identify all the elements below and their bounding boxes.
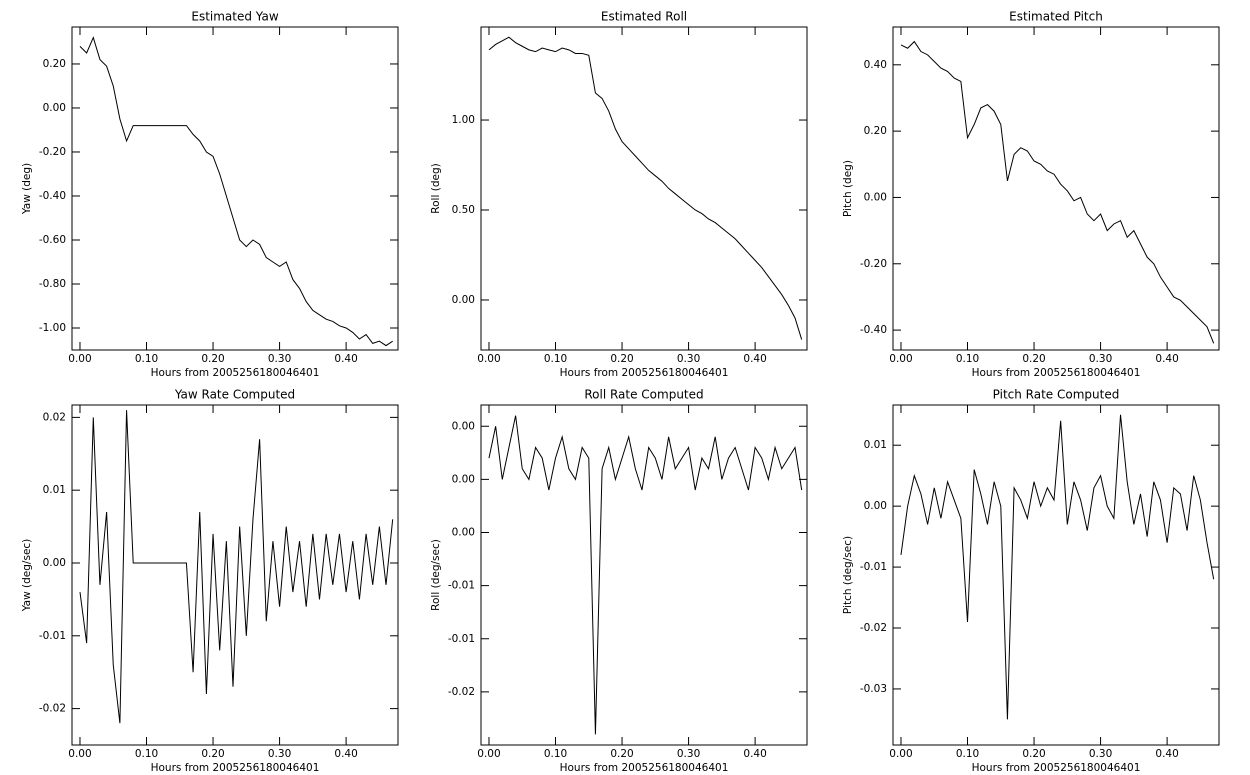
- x-axis-title: Hours from 2005256180046401: [151, 367, 320, 379]
- y-tick-label: 0.40: [864, 59, 887, 71]
- x-tick-label: 0.10: [956, 353, 979, 365]
- chart-title: Pitch Rate Computed: [993, 388, 1120, 402]
- x-tick-label: 0.40: [1155, 748, 1178, 760]
- y-tick-label: 0.01: [43, 484, 66, 496]
- x-tick-label: 0.20: [201, 748, 224, 760]
- y-tick-label: 0.00: [864, 500, 887, 512]
- y-tick-label: -0.40: [39, 190, 66, 202]
- x-axis-title: Hours from 2005256180046401: [972, 367, 1141, 379]
- x-tick-label: 0.10: [544, 353, 567, 365]
- x-axis-title: Hours from 2005256180046401: [560, 762, 729, 774]
- data-line: [79, 36, 393, 347]
- y-tick-label: -0.01: [860, 561, 887, 573]
- x-tick-label: 0.00: [889, 748, 912, 760]
- y-tick-label: -0.01: [39, 630, 66, 642]
- y-tick-label: 0.00: [864, 191, 887, 203]
- x-tick-label: 0.00: [68, 353, 91, 365]
- x-tick-label: 0.00: [889, 353, 912, 365]
- y-tick-label: -0.01: [448, 633, 475, 645]
- x-tick-label: 0.30: [268, 748, 291, 760]
- y-tick-label: -0.02: [39, 703, 66, 715]
- y-tick-label: -0.03: [860, 683, 887, 695]
- x-tick-label: 0.20: [610, 748, 633, 760]
- plot-frame: [71, 404, 399, 746]
- panel: Estimated Yaw Hours from 2005256180046401…: [21, 10, 399, 379]
- x-tick-label: 0.40: [334, 353, 357, 365]
- chart-title: Estimated Yaw: [191, 10, 278, 24]
- y-tick-label: -0.40: [860, 324, 887, 336]
- y-tick-label: 0.00: [452, 527, 475, 539]
- plot-frame: [480, 26, 808, 351]
- x-tick-label: 0.30: [677, 353, 700, 365]
- plot-frame: [480, 404, 808, 746]
- x-tick-label: 0.00: [477, 353, 500, 365]
- x-tick-label: 0.10: [135, 353, 158, 365]
- y-tick-label: -0.02: [448, 686, 475, 698]
- chart-title: Yaw Rate Computed: [174, 388, 295, 402]
- x-tick-label: 0.20: [201, 353, 224, 365]
- y-axis-title: Pitch (deg): [842, 160, 854, 217]
- x-axis-title: Hours from 2005256180046401: [151, 762, 320, 774]
- y-tick-label: -0.20: [39, 146, 66, 158]
- y-tick-label: -0.60: [39, 234, 66, 246]
- x-tick-label: 0.00: [68, 748, 91, 760]
- y-axis-title: Yaw (deg): [21, 163, 33, 215]
- chart-title: Roll Rate Computed: [584, 388, 703, 402]
- plot-frame: [892, 404, 1220, 746]
- data-line: [900, 414, 1215, 720]
- panel: Estimated Pitch Hours from 20052561800464…: [842, 10, 1220, 379]
- x-tick-label: 0.20: [1022, 353, 1045, 365]
- chart-title: Estimated Roll: [601, 10, 687, 24]
- y-tick-label: -0.01: [448, 580, 475, 592]
- panel: Yaw Rate Computed Hours from 200525618004…: [21, 388, 399, 774]
- panel: Pitch Rate Computed Hours from 2005256180…: [842, 388, 1220, 774]
- x-tick-label: 0.10: [956, 748, 979, 760]
- y-tick-label: 0.50: [452, 204, 475, 216]
- x-tick-label: 0.30: [268, 353, 291, 365]
- x-tick-label: 0.40: [334, 748, 357, 760]
- y-tick-label: 0.00: [452, 420, 475, 432]
- x-tick-label: 0.40: [1155, 353, 1178, 365]
- y-tick-label: -0.02: [860, 622, 887, 634]
- y-tick-label: -0.20: [860, 258, 887, 270]
- y-axis-title: Yaw (deg/sec): [21, 539, 33, 613]
- plot-frame: [71, 26, 399, 351]
- data-line: [79, 410, 394, 724]
- data-line: [900, 40, 1215, 344]
- x-tick-label: 0.30: [1089, 748, 1112, 760]
- y-tick-label: 0.00: [452, 294, 475, 306]
- panel: Roll Rate Computed Hours from 20052561800…: [430, 388, 808, 774]
- y-tick-label: 0.00: [43, 557, 66, 569]
- y-tick-label: 0.20: [43, 58, 66, 70]
- y-axis-title: Roll (deg/sec): [430, 539, 442, 611]
- panel: Estimated Roll Hours from 200525618004640…: [430, 10, 808, 379]
- y-tick-label: 0.01: [864, 439, 887, 451]
- y-tick-label: 0.00: [43, 102, 66, 114]
- x-axis-title: Hours from 2005256180046401: [560, 367, 729, 379]
- y-axis-title: Roll (deg): [430, 163, 442, 213]
- x-axis-title: Hours from 2005256180046401: [972, 762, 1141, 774]
- x-tick-label: 0.40: [743, 353, 766, 365]
- x-tick-label: 0.30: [677, 748, 700, 760]
- x-tick-label: 0.40: [743, 748, 766, 760]
- x-tick-label: 0.20: [1022, 748, 1045, 760]
- data-line: [488, 415, 803, 735]
- y-axis-title: Pitch (deg/sec): [842, 536, 854, 614]
- y-tick-label: 0.02: [43, 411, 66, 423]
- data-line: [488, 36, 803, 340]
- y-tick-label: 1.00: [452, 114, 475, 126]
- chart-title: Estimated Pitch: [1009, 10, 1103, 24]
- y-tick-label: 0.00: [452, 473, 475, 485]
- x-tick-label: 0.00: [477, 748, 500, 760]
- x-tick-label: 0.10: [544, 748, 567, 760]
- y-tick-label: -0.80: [39, 278, 66, 290]
- plot-frame: [892, 26, 1220, 351]
- y-tick-label: -1.00: [39, 322, 66, 334]
- x-tick-label: 0.10: [135, 748, 158, 760]
- x-tick-label: 0.20: [610, 353, 633, 365]
- x-tick-label: 0.30: [1089, 353, 1112, 365]
- y-tick-label: 0.20: [864, 125, 887, 137]
